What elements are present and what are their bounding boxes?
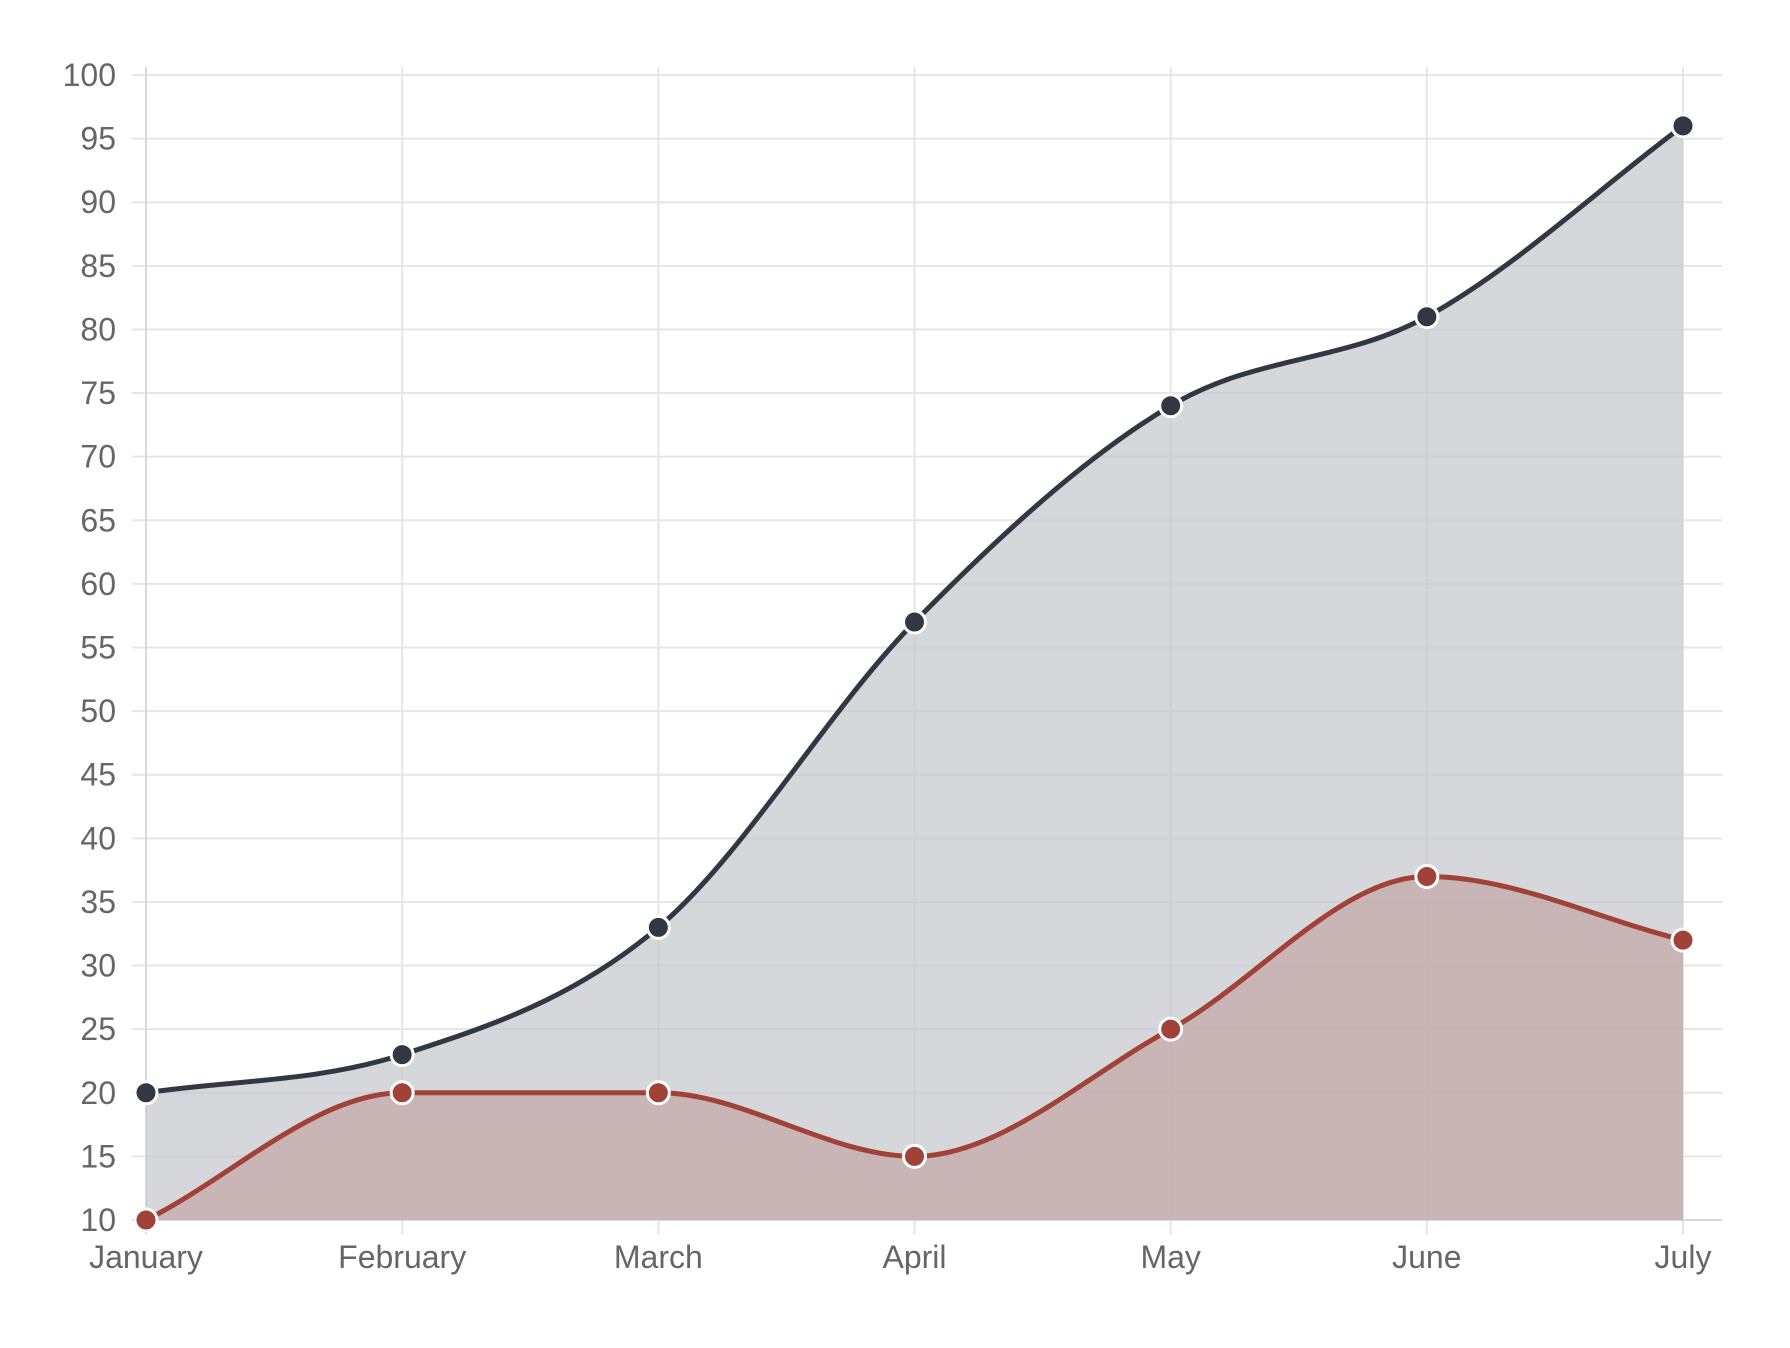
series-1-point-january[interactable] (133, 1080, 159, 1106)
x-tick-label-march: March (614, 1239, 703, 1275)
y-tick-label: 100 (63, 57, 116, 93)
y-tick-label: 95 (80, 121, 116, 157)
series-1-point-june[interactable] (1414, 304, 1440, 330)
x-tick-label-june: June (1392, 1239, 1461, 1275)
series-2-point-january[interactable] (133, 1207, 159, 1233)
x-tick-label-july: July (1655, 1239, 1712, 1275)
x-tick-label-february: February (338, 1239, 466, 1275)
y-axis-tick-labels: 100 95 90 85 80 75 70 65 60 55 50 45 40 35 30 25 20 15 10 (63, 57, 116, 1238)
y-tick-label: 90 (80, 184, 116, 220)
series-2-point-may[interactable] (1158, 1016, 1184, 1042)
series-2-area (146, 876, 1683, 1220)
y-tick-label: 75 (80, 375, 116, 411)
y-tick-label: 40 (80, 820, 116, 856)
y-tick-label: 55 (80, 630, 116, 666)
series-1-point-may[interactable] (1158, 393, 1184, 419)
series-1-point-april[interactable] (902, 609, 927, 635)
series-1-point-july[interactable] (1670, 113, 1696, 139)
y-tick-label: 80 (80, 311, 116, 347)
y-tick-label: 25 (80, 1011, 116, 1047)
x-tick-label-april: April (882, 1239, 946, 1275)
y-tick-label: 30 (80, 948, 116, 984)
series-2-point-february[interactable] (389, 1080, 415, 1106)
y-tick-label: 70 (80, 439, 116, 475)
y-tick-label: 45 (80, 757, 116, 793)
y-tick-label: 10 (80, 1202, 116, 1238)
series-areas (146, 125, 1683, 1220)
y-tick-label: 85 (80, 248, 116, 284)
series-1-point-february[interactable] (389, 1042, 415, 1068)
x-axis-tick-labels: January February March April May June July (89, 1239, 1711, 1275)
series-2-point-march[interactable] (645, 1080, 671, 1106)
x-tick-label-january: January (89, 1239, 203, 1275)
series-2-point-july[interactable] (1670, 927, 1696, 953)
series-2-point-april[interactable] (902, 1143, 927, 1169)
y-tick-label: 35 (80, 884, 116, 920)
y-tick-label: 65 (80, 502, 116, 538)
y-tick-label: 20 (80, 1075, 116, 1111)
series-points (133, 113, 1696, 1233)
y-tick-label: 15 (80, 1138, 116, 1174)
series-2-point-june[interactable] (1414, 864, 1440, 889)
series-1-point-march[interactable] (645, 914, 671, 940)
y-tick-label: 50 (80, 693, 116, 729)
y-tick-label: 60 (80, 566, 116, 602)
x-tick-label-may: May (1140, 1239, 1200, 1275)
